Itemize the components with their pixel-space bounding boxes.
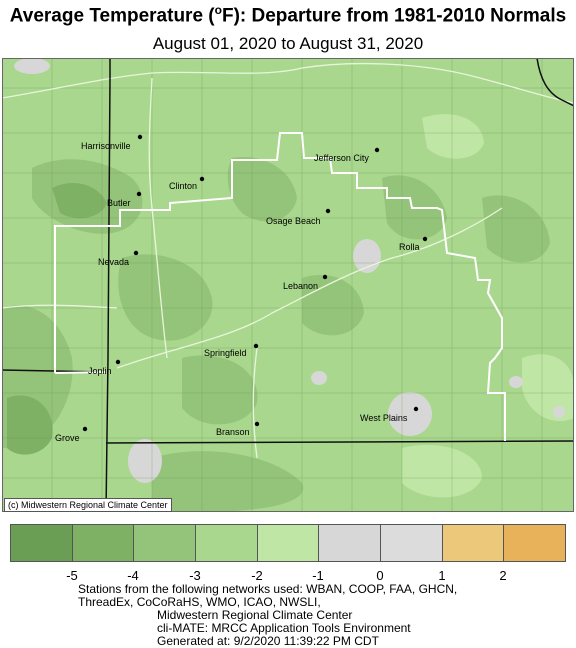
color-legend bbox=[10, 524, 566, 562]
county-boundaries bbox=[2, 58, 574, 512]
footer-line: Midwestern Regional Climate Center bbox=[157, 608, 353, 622]
legend-tick: 2 bbox=[499, 568, 507, 583]
highways bbox=[2, 62, 574, 459]
map-title: Average Temperature (oF): Departure from… bbox=[9, 3, 567, 27]
city-dot bbox=[374, 147, 380, 153]
city-label: Nevada bbox=[98, 257, 129, 267]
city-label: West Plains bbox=[360, 413, 408, 423]
map-credit: (c) Midwestern Regional Climate Center bbox=[4, 498, 172, 512]
map-subtitle: August 01, 2020 to August 31, 2020 bbox=[152, 34, 424, 53]
legend-tick: -4 bbox=[127, 568, 139, 583]
city-label: Lebanon bbox=[283, 281, 318, 291]
city-label: Rolla bbox=[399, 242, 420, 252]
legend-tick: -3 bbox=[189, 568, 201, 583]
footer-line: cli-MATE: MRCC Application Tools Environ… bbox=[157, 621, 411, 635]
footer-line: Generated at: 9/2/2020 11:39:22 PM CDT bbox=[157, 634, 379, 648]
legend-swatch bbox=[134, 525, 197, 561]
city-dot bbox=[137, 134, 143, 140]
legend-tick: -1 bbox=[312, 568, 324, 583]
city-dot bbox=[322, 274, 328, 280]
city-dot bbox=[253, 343, 259, 349]
city-label: Springfield bbox=[204, 348, 247, 358]
city-dot bbox=[133, 250, 139, 256]
legend-swatch bbox=[381, 525, 443, 561]
footer-notes: Stations from the following networks use… bbox=[0, 583, 576, 648]
temperature-departure-map: Harrisonville Butler Clinton Nevada Jeff… bbox=[2, 58, 574, 512]
map-frame bbox=[2, 58, 574, 512]
city-dot bbox=[254, 421, 260, 427]
city-dot bbox=[325, 208, 331, 214]
city-dot bbox=[413, 406, 419, 412]
city-label: Jefferson City bbox=[314, 153, 369, 163]
legend-swatch bbox=[319, 525, 382, 561]
legend-tick: 1 bbox=[438, 568, 446, 583]
city-dot bbox=[82, 426, 88, 432]
city-dot bbox=[199, 176, 205, 182]
legend-tick: -5 bbox=[66, 568, 78, 583]
legend-swatch bbox=[504, 525, 566, 561]
legend-swatch bbox=[196, 525, 258, 561]
city-label: Butler bbox=[107, 198, 131, 208]
legend-swatch bbox=[72, 525, 135, 561]
legend-tick: -2 bbox=[251, 568, 263, 583]
forecast-area-boundary bbox=[54, 132, 506, 441]
city-label: Joplin bbox=[88, 366, 112, 376]
city-label: Grove bbox=[55, 433, 80, 443]
city-label: Branson bbox=[216, 427, 250, 437]
legend-swatch bbox=[257, 525, 320, 561]
city-label: Clinton bbox=[169, 181, 197, 191]
city-dot bbox=[115, 359, 121, 365]
city-dot bbox=[422, 236, 428, 242]
city-dot bbox=[136, 191, 142, 197]
legend-swatch bbox=[11, 525, 73, 561]
footer-line: Stations from the following networks use… bbox=[78, 582, 458, 596]
footer-line: ThreadEx, CoCoRaHS, WMO, ICAO, NWSLI, bbox=[78, 595, 321, 609]
legend-tick: 0 bbox=[376, 568, 384, 583]
city-label: Harrisonville bbox=[81, 141, 131, 151]
city-markers: Harrisonville Butler Clinton Nevada Jeff… bbox=[55, 134, 428, 443]
legend-swatch bbox=[442, 525, 505, 561]
city-label: Osage Beach bbox=[266, 216, 321, 226]
